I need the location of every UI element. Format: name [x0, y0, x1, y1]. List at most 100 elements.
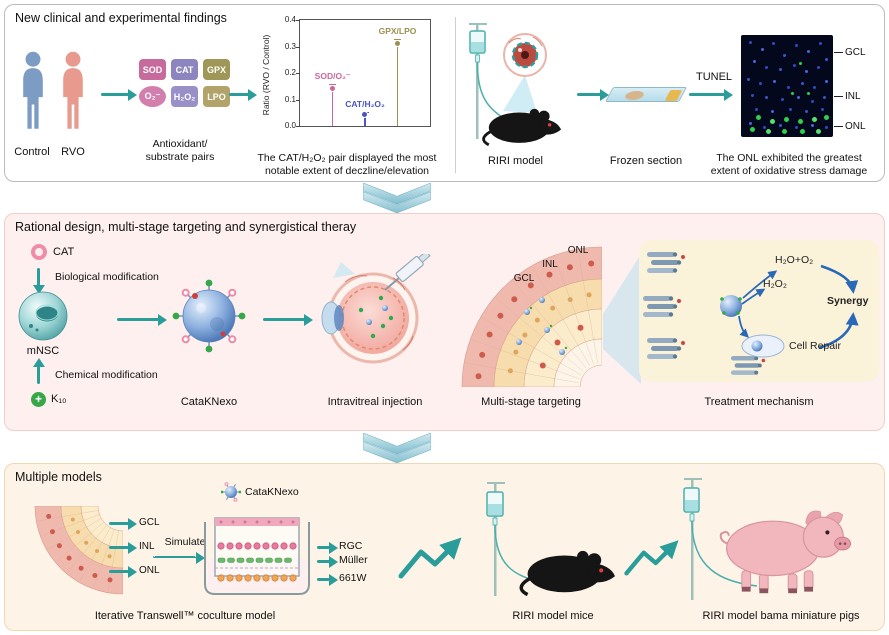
iv-bag-icon [683, 487, 700, 522]
chem-mod-arrow [32, 358, 45, 384]
micrograph-caption: The ONL exhibited the greatest extent of… [710, 152, 868, 177]
fan3-label-onl: ONL [139, 565, 160, 576]
rvo-label: RVO [61, 146, 85, 158]
fan-arrow-onl [109, 565, 137, 578]
pair-cat: CAT [171, 59, 198, 80]
progress-zigzag-2 [624, 540, 679, 576]
treatment-mechanism-box: H₂O+O₂ H₂O₂ Cell Repair Synergy [639, 240, 879, 382]
pair-o2: O₂⁻ [139, 86, 166, 107]
k10-label: K₁₀ [51, 393, 67, 405]
arrow-to-catak [117, 313, 167, 326]
retina-fan [461, 246, 602, 387]
micro-label-inl: INL [845, 91, 861, 102]
well-arrow-661w [317, 573, 338, 586]
chart-caption: The CAT/H₂O₂ pair displayed the most not… [257, 152, 437, 177]
frozen-section-slide [605, 87, 687, 102]
cell-repair-icon [741, 334, 785, 358]
cat-enzyme-icon [31, 244, 47, 260]
muller-layer [217, 557, 292, 563]
iv-bag-icon [469, 30, 486, 63]
k10-peptide-icon [31, 392, 46, 407]
frozen-label: Frozen section [609, 155, 683, 167]
iv-tube [476, 61, 506, 120]
virus-particle-icon [192, 293, 198, 299]
iv-stand-icon [691, 478, 694, 600]
tunel-arrow [689, 88, 733, 101]
chart-plot: 0.0 0.1 0.2 0.3 0.4 SOD/O₂⁻ CAT/H₂O₂ GPX/LPO [285, 15, 431, 130]
transwell-icon [204, 517, 310, 595]
synergy-label: Synergy [827, 295, 869, 307]
targeting-label: Multi-stage targeting [481, 396, 581, 408]
simulate-label: Simulate [164, 536, 206, 548]
panel1-divider [455, 17, 456, 173]
tunel-label: TUNEL [695, 71, 733, 83]
zoom-beam [603, 254, 641, 384]
fan-label-gcl: GCL [513, 273, 535, 284]
riri-pig-scene [683, 478, 852, 600]
arrow-to-pairs [101, 88, 137, 101]
pair-h2o2: H₂O₂ [171, 86, 198, 107]
well-label-muller: Müller [339, 554, 368, 566]
h2o-o2-label: H₂O+O₂ [775, 254, 814, 266]
rvo-person-icon [63, 51, 83, 129]
simulate-arrow [153, 551, 205, 564]
syringe-icon [384, 254, 431, 291]
h2o2-label: H₂O₂ [763, 278, 787, 290]
pig-label: RIRI model bama miniature pigs [702, 610, 860, 622]
control-person-icon [23, 51, 43, 129]
arrow-to-section [577, 88, 609, 101]
fan-arrow-gcl [109, 517, 137, 530]
fan-label-onl: ONL [567, 245, 589, 256]
panel-findings: New clinical and experimental findings C… [4, 4, 885, 182]
injection-eye-icon [321, 254, 431, 364]
ratio-chart: Ratio (RVO / Control) 0.0 0.1 0.2 0.3 0.4 SOD… [251, 13, 447, 145]
chevron-separator-1 [363, 183, 431, 213]
eye-icon [503, 33, 547, 77]
pair-gpx: GPX [203, 59, 230, 80]
retina-fan-small [34, 506, 123, 595]
pair-lpo: LPO [203, 86, 230, 107]
fan3-label-inl: INL [139, 541, 155, 552]
panel-models: Multiple models GCL INL ONL [4, 463, 885, 631]
pairs-caption: Antioxidant/ substrate pairs [145, 138, 215, 163]
cell-repair-label: Cell Repair [789, 340, 841, 352]
iv-bag-icon [486, 491, 504, 526]
riri-label: RIRI model [487, 155, 544, 167]
antioxidant-pairs-grid: SOD CAT GPX O₂⁻ H₂O₂ LPO [139, 59, 230, 107]
bio-mod-label: Biological modification [55, 271, 159, 283]
exosome-icon [720, 295, 742, 317]
well-label-661w: 661W [339, 572, 367, 584]
panel1-title: New clinical and experimental findings [15, 11, 227, 25]
mice-label: RIRI model mice [512, 610, 594, 622]
slide-label-tag [664, 90, 683, 101]
mechanism-graphic [643, 252, 859, 375]
flash-icon [333, 262, 355, 278]
well-arrow-muller [317, 555, 338, 568]
rgc-layer [217, 542, 297, 550]
chart-ylabel: Ratio (RVO / Control) [261, 34, 271, 116]
panel2-title: Rational design, multi-stage targeting a… [15, 220, 357, 234]
iv-stand-icon [476, 23, 479, 139]
bio-mod-arrow [32, 268, 45, 294]
mechanism-label: Treatment mechanism [704, 396, 814, 408]
well-arrow-rgc [317, 541, 338, 554]
progress-zigzag-1 [398, 537, 462, 579]
arrow-to-injection [263, 313, 313, 326]
control-label: Control [14, 146, 50, 158]
pair-sod: SOD [139, 59, 166, 80]
light-cone [503, 75, 537, 113]
fan-arrow-inl [109, 541, 137, 554]
well-label-rgc: RGC [339, 540, 363, 552]
micro-label-onl: ONL [845, 121, 866, 132]
micrograph-image [741, 35, 833, 137]
catak-mini-label: CataKNexo [245, 486, 299, 498]
fan-label-inl: INL [542, 259, 558, 270]
fan3-label-gcl: GCL [139, 517, 160, 528]
injection-label: Intravitreal injection [327, 396, 423, 408]
cataknexo-mini-icon [221, 482, 241, 502]
mouse-icon [519, 550, 615, 597]
chem-mod-label: Chemical modification [55, 369, 158, 381]
cat-label: CAT [53, 246, 75, 258]
tunel-dots [741, 35, 744, 38]
